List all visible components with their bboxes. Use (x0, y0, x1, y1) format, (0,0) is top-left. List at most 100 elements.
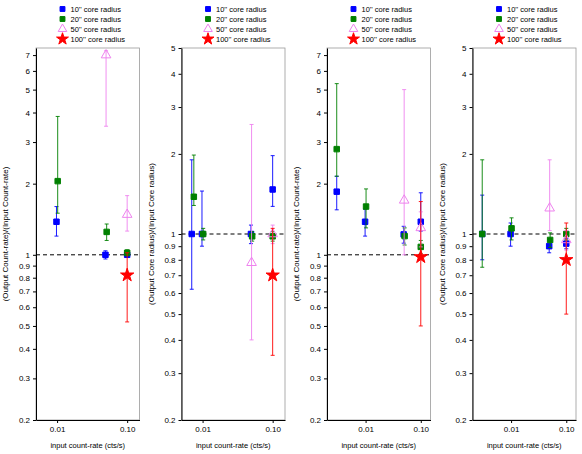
y-tick-mark (179, 246, 182, 247)
legend-label: 100'' core radius (362, 35, 417, 44)
y-tick: 0.3 (455, 369, 472, 378)
y-tick: 6 (26, 67, 36, 76)
y-tick-mark (324, 113, 327, 114)
y-tick-label: 2 (26, 180, 31, 189)
legend-symbol (349, 24, 358, 31)
legend-symbol (495, 24, 504, 31)
y-axis-title: (Output Core radius)/(Input Core radius) (438, 163, 447, 305)
point (363, 204, 368, 209)
legend-symbol (60, 17, 65, 22)
legend-label: 20'' core radius (216, 15, 267, 24)
reference-line (473, 234, 577, 235)
y-tick: 3 (26, 138, 36, 147)
point (399, 195, 409, 203)
y-tick-mark (179, 234, 182, 235)
error-bar (104, 51, 108, 126)
y-tick-label: 0.7 (19, 287, 31, 296)
error-bar (271, 228, 275, 355)
y-tick-label: 7 (317, 51, 322, 60)
y-tick-label: 3 (317, 138, 322, 147)
plot-frame (36, 48, 140, 420)
y-tick-label: 0.4 (455, 336, 467, 345)
legend-label: 50'' core radius (507, 25, 558, 34)
y-tick-label: 4 (171, 70, 176, 79)
y-tick: 0.7 (19, 287, 36, 296)
y-tick-mark (324, 142, 327, 143)
y-tick-mark (179, 275, 182, 276)
y-tick-label: 0.5 (19, 322, 31, 331)
error-bar (564, 223, 568, 314)
y-tick-label: 1 (171, 230, 176, 239)
y-tick-label: 0.7 (310, 287, 322, 296)
y-tick-mark (179, 340, 182, 341)
point (479, 231, 484, 236)
series (121, 253, 134, 322)
legend-label: 10'' core radius (362, 5, 413, 14)
y-tick-label: 0.3 (19, 374, 31, 383)
x-tick-label: 0.10 (120, 425, 136, 434)
y-tick-label: 0.3 (310, 374, 322, 383)
panel: 0.010.100.20.30.40.50.60.70.80.912345inp… (438, 5, 577, 450)
y-tick-mark (179, 48, 182, 49)
y-tick-label: 0.5 (164, 310, 176, 319)
y-tick: 0.8 (19, 274, 36, 283)
y-tick-mark (470, 314, 473, 315)
y-tick: 0.5 (19, 322, 36, 331)
x-tick-mark (421, 420, 422, 423)
y-tick-mark (179, 373, 182, 374)
error-bar (403, 228, 407, 245)
point (509, 226, 514, 231)
y-tick-label: 0.6 (310, 303, 322, 312)
y-tick-mark (33, 420, 36, 421)
error-bar (335, 84, 339, 177)
y-tick-mark (33, 142, 36, 143)
error-bar (402, 90, 406, 255)
legend-label: 10'' core radius (216, 5, 267, 14)
legend-symbol (60, 7, 65, 12)
series (479, 195, 569, 260)
x-tick: 0.01 (195, 420, 211, 434)
y-tick: 5 (26, 86, 36, 95)
x-tick-label: 0.10 (265, 425, 281, 434)
y-tick: 0.3 (19, 374, 36, 383)
panel: 0.010.100.20.30.40.50.60.70.80.912345inp… (147, 5, 286, 450)
y-tick: 0.6 (455, 289, 472, 298)
legend-symbol (202, 33, 214, 44)
y-tick-mark (33, 255, 36, 256)
point (546, 243, 551, 248)
point (547, 237, 552, 242)
y-tick-mark (324, 255, 327, 256)
y-tick-label: 0.2 (310, 416, 322, 425)
y-tick: 0.4 (310, 345, 327, 354)
error-bar (250, 232, 254, 241)
legend-item: 20'' core radius (351, 15, 412, 24)
y-tick-label: 0.9 (455, 242, 467, 251)
y-tick-mark (324, 266, 327, 267)
y-tick: 0.5 (310, 322, 327, 331)
y-tick-mark (324, 349, 327, 350)
y-tick-mark (470, 154, 473, 155)
y-tick-mark (179, 420, 182, 421)
plot-frame (473, 48, 577, 420)
legend: 10'' core radius20'' core radius50'' cor… (493, 5, 562, 44)
x-axis-title: input count-rate (cts/s) (196, 441, 271, 450)
error-bar (510, 218, 514, 240)
series (266, 228, 279, 355)
legend-item: 100'' core radius (57, 33, 126, 44)
y-tick-mark (179, 74, 182, 75)
legend-item: 50'' core radius (58, 24, 121, 34)
y-tick-mark (33, 184, 36, 185)
y-tick-label: 5 (171, 44, 176, 53)
point (55, 178, 60, 183)
y-tick: 0.9 (164, 242, 181, 251)
series (54, 207, 130, 259)
y-tick-mark (324, 307, 327, 308)
y-tick-mark (33, 349, 36, 350)
legend-item: 10'' core radius (497, 5, 558, 14)
legend-item: 100'' core radius (493, 33, 562, 44)
legend-symbol (58, 24, 67, 31)
y-tick-label: 0.9 (310, 262, 322, 271)
y-axis: 0.20.30.40.50.60.70.80.91234567 (310, 49, 328, 426)
y-tick: 5 (171, 44, 181, 53)
x-tick-mark (127, 420, 128, 423)
